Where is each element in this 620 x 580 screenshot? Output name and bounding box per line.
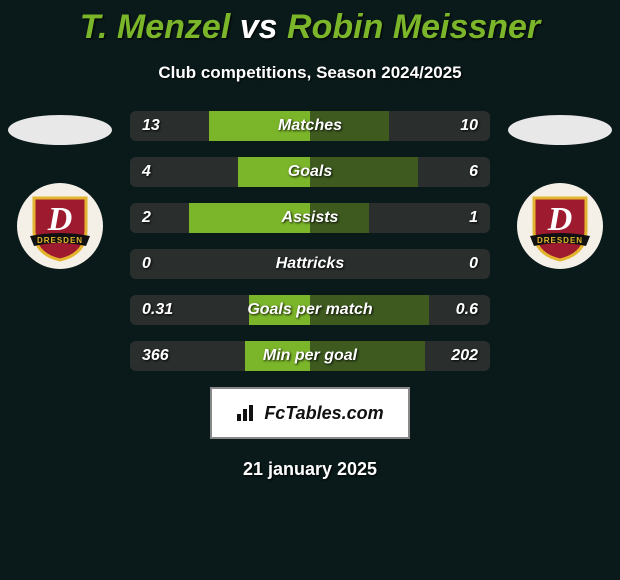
page-title: T. Menzel vs Robin Meissner — [0, 0, 620, 47]
stat-left-half — [130, 157, 310, 187]
svg-text:D: D — [547, 201, 573, 238]
stat-left-fill — [245, 341, 310, 371]
player2-photo-placeholder — [508, 115, 612, 145]
svg-text:DRESDEN: DRESDEN — [37, 236, 83, 245]
stat-row: Assists21 — [130, 203, 490, 233]
stat-right-fill — [310, 341, 425, 371]
stat-left-half — [130, 249, 310, 279]
club-crest-icon: D DRESDEN — [524, 190, 596, 262]
svg-text:DRESDEN: DRESDEN — [537, 236, 583, 245]
stat-row: Goals per match0.310.6 — [130, 295, 490, 325]
stat-row: Hattricks00 — [130, 249, 490, 279]
stat-right-half — [310, 111, 490, 141]
stat-right-fill — [310, 157, 418, 187]
player1-photo-placeholder — [8, 115, 112, 145]
stat-left-fill — [249, 295, 310, 325]
stat-left-half — [130, 341, 310, 371]
stat-right-half — [310, 157, 490, 187]
vs-text: vs — [240, 8, 278, 46]
stat-right-half — [310, 341, 490, 371]
stat-left-half — [130, 203, 310, 233]
player2-name: Robin Meissner — [287, 8, 540, 46]
stat-row: Min per goal366202 — [130, 341, 490, 371]
stat-row: Goals46 — [130, 157, 490, 187]
stat-left-fill — [238, 157, 310, 187]
date-text: 21 january 2025 — [0, 459, 620, 480]
subtitle: Club competitions, Season 2024/2025 — [0, 63, 620, 83]
stat-left-fill — [189, 203, 310, 233]
stat-right-fill — [310, 295, 429, 325]
stat-right-fill — [310, 111, 389, 141]
stat-right-half — [310, 295, 490, 325]
stat-right-half — [310, 249, 490, 279]
stat-right-fill — [310, 203, 369, 233]
club-crest-icon: D DRESDEN — [24, 190, 96, 262]
player2-club-logo: D DRESDEN — [517, 183, 603, 269]
stat-left-half — [130, 295, 310, 325]
attribution-badge: FcTables.com — [210, 387, 410, 439]
stat-left-half — [130, 111, 310, 141]
stat-row: Matches1310 — [130, 111, 490, 141]
stat-bar-list: Matches1310 Goals46 Assists21 Hattricks00 Go… — [130, 111, 490, 371]
comparison-content: D DRESDEN D DRESDEN Matches1310 Goals46 As… — [0, 111, 620, 480]
left-player-column: D DRESDEN — [0, 111, 120, 269]
svg-text:D: D — [47, 201, 73, 238]
player1-name: T. Menzel — [80, 8, 231, 46]
attribution-text: FcTables.com — [264, 403, 383, 424]
stat-right-half — [310, 203, 490, 233]
right-player-column: D DRESDEN — [500, 111, 620, 269]
stat-left-fill — [209, 111, 310, 141]
player1-club-logo: D DRESDEN — [17, 183, 103, 269]
bar-chart-icon — [236, 404, 258, 422]
